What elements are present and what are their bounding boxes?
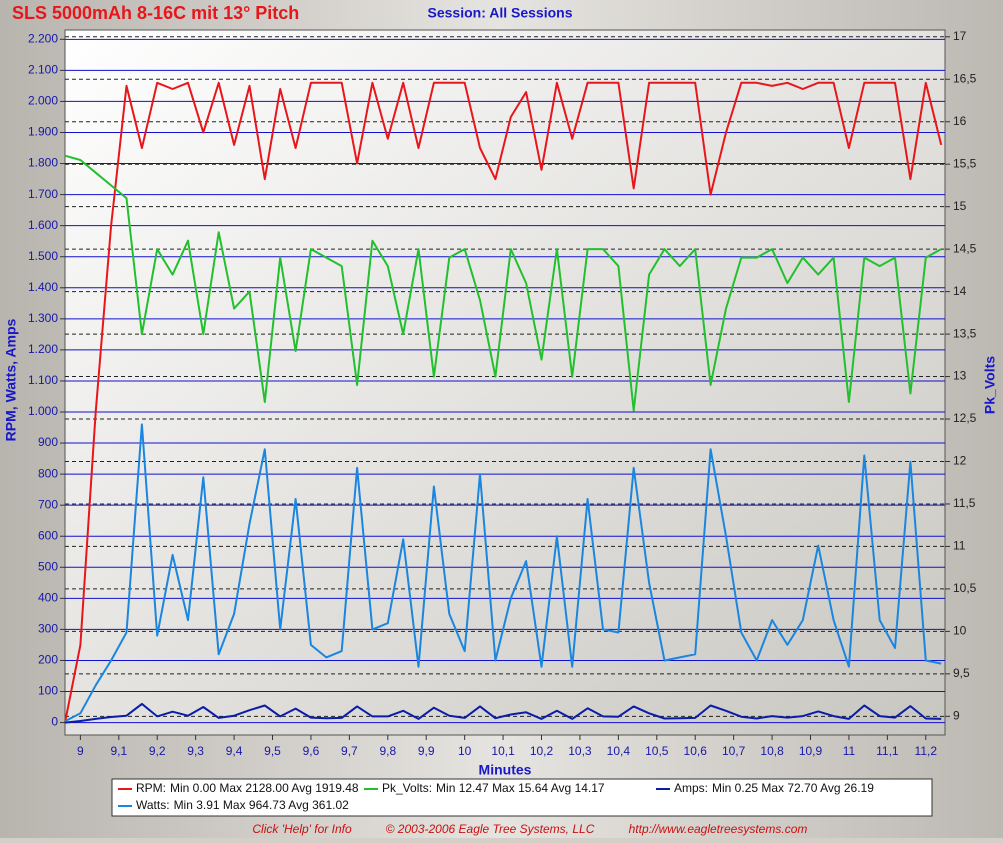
- legend-stats: Min 3.91 Max 964.73 Avg 361.02: [174, 798, 350, 812]
- y2-tick-label: 17: [953, 29, 967, 43]
- y2-tick-label: 10: [953, 624, 967, 638]
- legend-label: Watts:: [136, 798, 170, 812]
- x-tick-label: 9,9: [418, 744, 435, 758]
- y2-tick-label: 13,5: [953, 326, 977, 340]
- y2-tick-label: 14: [953, 284, 967, 298]
- y-tick-label: 800: [38, 466, 58, 480]
- x-tick-label: 11,1: [876, 744, 899, 758]
- y-tick-label: 1.600: [28, 218, 58, 232]
- y2-tick-label: 10,5: [953, 581, 977, 595]
- y2-tick-label: 12: [953, 454, 967, 468]
- x-tick-label: 10,1: [491, 744, 515, 758]
- y2-tick-label: 14,5: [953, 241, 977, 255]
- x-tick-label: 10,5: [645, 744, 669, 758]
- plot-area: [64, 29, 946, 736]
- y-tick-label: 1.900: [28, 125, 58, 139]
- legend-stats: Min 12.47 Max 15.64 Avg 14.17: [436, 781, 605, 795]
- series-line: [64, 423, 942, 723]
- y-tick-label: 100: [38, 684, 58, 698]
- y2-tick-label: 15,5: [953, 156, 977, 170]
- y2-tick-label: 16: [953, 114, 967, 128]
- x-tick-label: 10,4: [607, 744, 631, 758]
- y2-tick-label: 9: [953, 708, 960, 722]
- x-axis-label: Minutes: [479, 762, 532, 778]
- y-tick-label: 700: [38, 497, 58, 511]
- footer-text: © 2003-2006 Eagle Tree Systems, LLC: [386, 822, 595, 836]
- y2-tick-label: 11: [953, 539, 966, 553]
- y-axis-label: RPM, Watts, Amps: [3, 318, 19, 441]
- y-tick-label: 0: [51, 715, 58, 729]
- y2-axis-label: Pk_Volts: [982, 356, 998, 414]
- footer-text: Click 'Help' for Info: [252, 822, 352, 836]
- x-tick-label: 11: [843, 744, 856, 758]
- y-tick-label: 600: [38, 528, 58, 542]
- x-tick-label: 10: [458, 744, 472, 758]
- legend-label: RPM:: [136, 781, 166, 795]
- y-tick-label: 1.200: [28, 342, 58, 356]
- y2-tick-label: 16,5: [953, 71, 977, 85]
- grid: [65, 36, 945, 724]
- legend-stats: Min 0.00 Max 2128.00 Avg 1919.48: [170, 781, 359, 795]
- chart-subtitle: Session: All Sessions: [428, 5, 573, 21]
- x-tick-label: 10,3: [568, 744, 592, 758]
- y-tick-label: 1.400: [28, 280, 58, 294]
- legend-label: Amps:: [674, 781, 708, 795]
- y-tick-label: 900: [38, 435, 58, 449]
- legend: [111, 778, 933, 817]
- y2-tick-label: 15: [953, 199, 967, 213]
- y2-tick-label: 12,5: [953, 411, 977, 425]
- y-tick-label: 1.500: [28, 249, 58, 263]
- x-tick-label: 9,2: [149, 744, 166, 758]
- y-tick-label: 300: [38, 622, 58, 636]
- y2-tick-label: 11,5: [953, 496, 976, 510]
- x-tick-label: 9,3: [187, 744, 204, 758]
- series-line: [64, 702, 942, 724]
- x-tick-label: 10,7: [722, 744, 746, 758]
- y-tick-label: 400: [38, 591, 58, 605]
- lines: [64, 81, 943, 724]
- x-tick-label: 9,8: [379, 744, 396, 758]
- x-tick-label: 10,6: [684, 744, 708, 758]
- y-tick-label: 2.200: [28, 31, 58, 45]
- legend-label: Pk_Volts:: [382, 781, 432, 795]
- x-tick-label: 11,2: [915, 744, 938, 758]
- x-tick-label: 9,4: [226, 744, 243, 758]
- y-tick-label: 1.000: [28, 404, 58, 418]
- y-tick-label: 1.100: [28, 373, 58, 387]
- y-tick-label: 500: [38, 559, 58, 573]
- x-tick-label: 9,7: [341, 744, 358, 758]
- legend-stats: Min 0.25 Max 72.70 Avg 26.19: [712, 781, 874, 795]
- x-tick-label: 10,9: [799, 744, 823, 758]
- series-line: [64, 81, 943, 723]
- x-tick-label: 9: [77, 744, 84, 758]
- x-tick-label: 9,1: [110, 744, 127, 758]
- y-tick-label: 1.700: [28, 187, 58, 201]
- x-tick-label: 9,5: [264, 744, 281, 758]
- series-line: [64, 154, 942, 412]
- y-tick-label: 1.800: [28, 156, 58, 170]
- y-tick-label: 1.300: [28, 311, 58, 325]
- x-tick-label: 9,6: [303, 744, 320, 758]
- chart-title: SLS 5000mAh 8-16C mit 13° Pitch: [12, 3, 299, 23]
- x-tick-label: 10,2: [530, 744, 554, 758]
- footer-text: http://www.eagletreesystems.com: [629, 822, 808, 836]
- y2-tick-label: 13: [953, 369, 967, 383]
- y-tick-label: 200: [38, 653, 58, 667]
- y-tick-label: 2.000: [28, 94, 58, 108]
- x-tick-label: 10,8: [760, 744, 784, 758]
- y-tick-label: 2.100: [28, 63, 58, 77]
- y2-tick-label: 9,5: [953, 666, 970, 680]
